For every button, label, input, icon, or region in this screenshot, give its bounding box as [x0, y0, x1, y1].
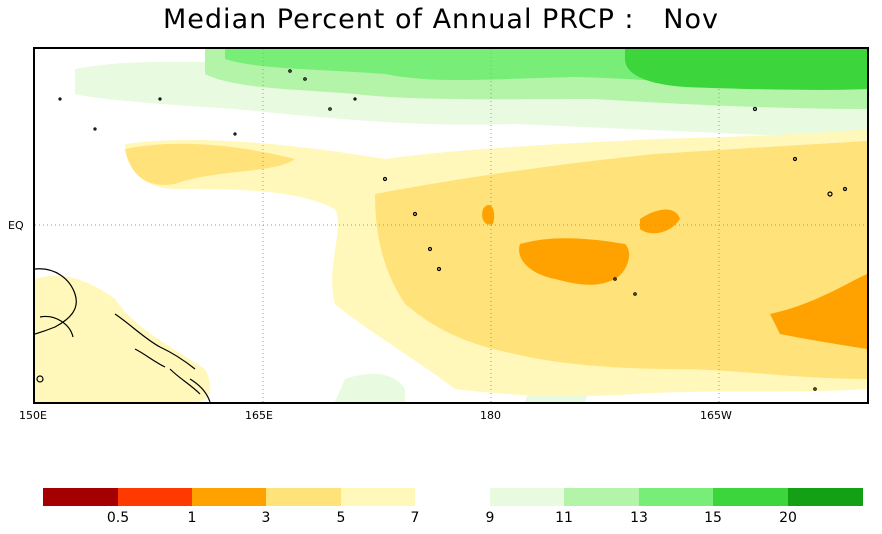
legend-swatch-2: [118, 488, 192, 506]
legend-label: 20: [779, 510, 797, 526]
y-axis-label-eq: EQ: [8, 219, 24, 232]
legend-label: 1: [187, 510, 197, 526]
legend-swatch-11: [788, 488, 863, 506]
precip-map: [35, 49, 867, 402]
orange-patch-central: [519, 238, 630, 285]
legend-swatch-10: [713, 488, 788, 506]
green-dark-region: [625, 49, 867, 90]
x-axis-label-165w: 165W: [700, 409, 732, 422]
legend-swatch-9: [639, 488, 713, 506]
legend-swatch-5: [341, 488, 415, 506]
map-title: Median Percent of Annual PRCP : Nov: [163, 4, 719, 35]
legend-swatch-7: [490, 488, 564, 506]
legend-label: 15: [704, 510, 722, 526]
legend-label: 13: [630, 510, 648, 526]
green-south-patch: [335, 373, 405, 402]
grid-lines: [35, 49, 867, 402]
legend-swatch-8: [564, 488, 639, 506]
legend-label: 3: [261, 510, 271, 526]
legend-label: 5: [336, 510, 346, 526]
orange-patch-east: [770, 274, 867, 349]
legend-label: 11: [555, 510, 573, 526]
coastlines: [35, 69, 848, 402]
x-axis-label-150e: 150E: [19, 409, 47, 422]
map-panel: [33, 47, 869, 404]
yellow-west-region: [125, 143, 295, 185]
legend-label: 7: [410, 510, 420, 526]
orange-patch-north: [640, 209, 680, 234]
legend-label: 0.5: [106, 510, 130, 526]
legend-swatch-3: [192, 488, 266, 506]
legend-label: 9: [485, 510, 495, 526]
legend-swatch-4: [266, 488, 341, 506]
x-axis-label-180: 180: [480, 409, 501, 422]
legend-swatch-1: [43, 488, 118, 506]
x-axis-label-165e: 165E: [245, 409, 273, 422]
yellow-sw-region: [35, 275, 211, 402]
